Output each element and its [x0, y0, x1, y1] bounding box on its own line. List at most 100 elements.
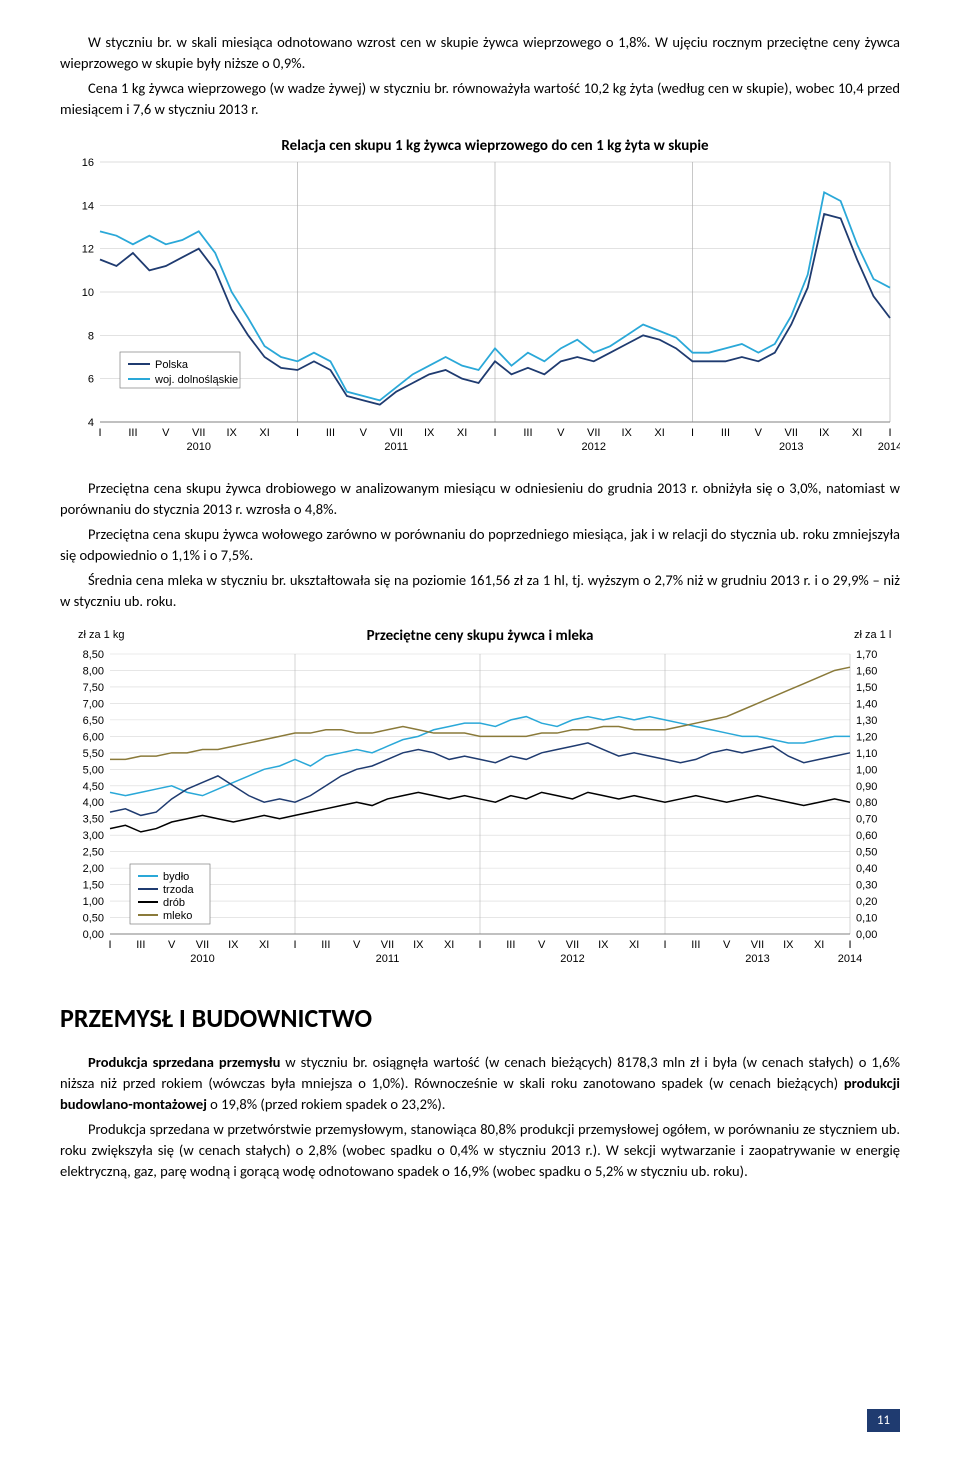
svg-text:7,50: 7,50 [83, 682, 104, 694]
svg-text:Przeciętne ceny skupu żywca i: Przeciętne ceny skupu żywca i mleka [367, 627, 594, 645]
svg-text:5,00: 5,00 [83, 764, 104, 776]
svg-text:V: V [755, 427, 763, 439]
svg-text:IX: IX [424, 427, 435, 439]
svg-text:2011: 2011 [376, 953, 400, 965]
svg-text:1,00: 1,00 [83, 896, 104, 908]
svg-text:III: III [136, 939, 145, 951]
svg-text:0,70: 0,70 [856, 814, 877, 826]
svg-text:III: III [128, 427, 137, 439]
svg-text:1,20: 1,20 [856, 732, 877, 744]
svg-text:III: III [721, 427, 730, 439]
svg-text:8: 8 [88, 330, 94, 342]
svg-text:IX: IX [413, 939, 424, 951]
paragraph-2-text: Cena 1 kg żywca wieprzowego (w wadze żyw… [60, 79, 900, 118]
svg-text:2013: 2013 [779, 441, 803, 453]
svg-text:2012: 2012 [582, 441, 606, 453]
svg-text:2014: 2014 [878, 441, 900, 453]
svg-text:0,60: 0,60 [856, 830, 877, 842]
paragraph-5-text: Średnia cena mleka w styczniu br. ukszta… [60, 571, 900, 610]
svg-text:mleko: mleko [163, 910, 192, 922]
svg-text:V: V [723, 939, 731, 951]
section-title: PRZEMYSŁ I BUDOWNICTWO [60, 1002, 900, 1034]
paragraph-1-text: W styczniu br. w skali miesiąca odnotowa… [60, 33, 900, 72]
svg-text:VII: VII [587, 427, 600, 439]
svg-text:1,50: 1,50 [83, 880, 104, 892]
svg-text:I: I [663, 939, 666, 951]
paragraph-7: Produkcja sprzedana w przetwórstwie prze… [60, 1119, 900, 1182]
paragraph-6: Produkcja sprzedana przemysłu w styczniu… [60, 1052, 900, 1115]
svg-text:2013: 2013 [745, 953, 769, 965]
svg-text:VII: VII [196, 939, 209, 951]
svg-text:0,80: 0,80 [856, 797, 877, 809]
svg-text:bydło: bydło [163, 871, 189, 883]
svg-text:7,00: 7,00 [83, 699, 104, 711]
svg-text:14: 14 [82, 200, 94, 212]
page-number: 11 [867, 1409, 900, 1432]
svg-text:1,40: 1,40 [856, 699, 877, 711]
svg-text:III: III [523, 427, 532, 439]
svg-text:4,00: 4,00 [83, 797, 104, 809]
svg-text:0,90: 0,90 [856, 781, 877, 793]
chart-2: zł za 1 kgPrzeciętne ceny skupu żywca i … [60, 624, 900, 974]
svg-text:6,50: 6,50 [83, 715, 104, 727]
svg-text:0,30: 0,30 [856, 880, 877, 892]
svg-text:I: I [888, 427, 891, 439]
paragraph-4: Przeciętna cena skupu żywca wołowego zar… [60, 524, 900, 566]
svg-text:0,50: 0,50 [856, 847, 877, 859]
svg-text:IX: IX [226, 427, 237, 439]
svg-text:0,50: 0,50 [83, 913, 104, 925]
svg-text:III: III [691, 939, 700, 951]
svg-text:2012: 2012 [560, 953, 584, 965]
svg-text:2011: 2011 [384, 441, 408, 453]
svg-text:2,00: 2,00 [83, 863, 104, 875]
svg-text:2010: 2010 [190, 953, 214, 965]
svg-text:0,20: 0,20 [856, 896, 877, 908]
chart-1-svg: Relacja cen skupu 1 kg żywca wieprzowego… [60, 132, 900, 462]
svg-text:0,10: 0,10 [856, 913, 877, 925]
svg-text:VII: VII [381, 939, 394, 951]
paragraph-5: Średnia cena mleka w styczniu br. ukszta… [60, 570, 900, 612]
svg-text:VII: VII [192, 427, 205, 439]
svg-text:2,50: 2,50 [83, 847, 104, 859]
svg-text:8,00: 8,00 [83, 666, 104, 678]
svg-text:IX: IX [621, 427, 632, 439]
svg-text:0,40: 0,40 [856, 863, 877, 875]
svg-text:1,00: 1,00 [856, 764, 877, 776]
svg-text:V: V [538, 939, 546, 951]
svg-text:V: V [557, 427, 565, 439]
svg-text:XI: XI [852, 427, 862, 439]
svg-text:3,00: 3,00 [83, 830, 104, 842]
document-page: W styczniu br. w skali miesiąca odnotowa… [0, 0, 960, 1452]
svg-text:drób: drób [163, 897, 185, 909]
svg-text:VII: VII [566, 939, 579, 951]
svg-text:XI: XI [259, 939, 269, 951]
svg-text:V: V [360, 427, 368, 439]
svg-text:3,50: 3,50 [83, 814, 104, 826]
svg-text:I: I [478, 939, 481, 951]
svg-text:I: I [848, 939, 851, 951]
svg-text:4: 4 [88, 417, 94, 429]
svg-text:Relacja cen skupu 1 kg żywca w: Relacja cen skupu 1 kg żywca wieprzowego… [281, 137, 709, 155]
svg-text:V: V [162, 427, 170, 439]
paragraph-1: W styczniu br. w skali miesiąca odnotowa… [60, 32, 900, 74]
svg-text:I: I [493, 427, 496, 439]
svg-text:IX: IX [819, 427, 830, 439]
p6-text-2: o 19,8% (przed rokiem spadek o 23,2%). [207, 1095, 446, 1113]
svg-text:2010: 2010 [187, 441, 211, 453]
svg-text:2014: 2014 [838, 953, 862, 965]
svg-text:V: V [168, 939, 176, 951]
svg-text:I: I [296, 427, 299, 439]
svg-text:XI: XI [259, 427, 269, 439]
paragraph-2: Cena 1 kg żywca wieprzowego (w wadze żyw… [60, 78, 900, 120]
svg-text:1,30: 1,30 [856, 715, 877, 727]
svg-text:XI: XI [654, 427, 664, 439]
svg-text:I: I [293, 939, 296, 951]
svg-text:6,00: 6,00 [83, 732, 104, 744]
svg-text:Polska: Polska [155, 359, 189, 371]
svg-text:0,00: 0,00 [856, 929, 877, 941]
svg-text:16: 16 [82, 157, 94, 169]
svg-text:I: I [691, 427, 694, 439]
svg-text:I: I [98, 427, 101, 439]
svg-text:III: III [321, 939, 330, 951]
svg-text:1,50: 1,50 [856, 682, 877, 694]
